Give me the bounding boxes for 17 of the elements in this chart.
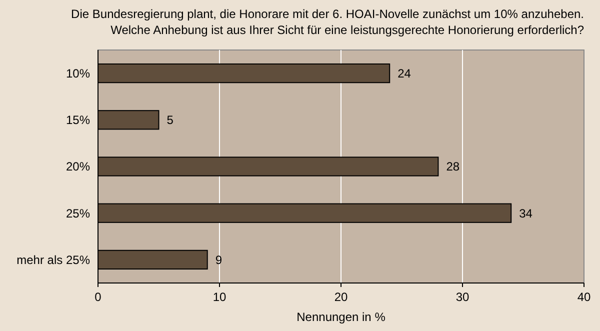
y-tick-label: 10% bbox=[66, 66, 90, 80]
x-axis-title: Nennungen in % bbox=[296, 310, 386, 324]
data-label: 9 bbox=[215, 252, 222, 267]
data-label: 24 bbox=[398, 66, 412, 80]
y-tick-label: 20% bbox=[66, 160, 90, 174]
data-label: 5 bbox=[166, 113, 174, 128]
y-tick-label: 15% bbox=[66, 113, 90, 128]
x-tick-label: 10 bbox=[212, 290, 226, 304]
x-tick-label: 40 bbox=[577, 290, 591, 304]
x-tick-label: 0 bbox=[94, 290, 102, 304]
x-tick-label: 30 bbox=[456, 290, 470, 304]
data-label: 28 bbox=[446, 160, 460, 174]
x-tick-label: 20 bbox=[334, 290, 348, 304]
y-tick-label: 25% bbox=[66, 206, 90, 220]
data-label: 34 bbox=[519, 206, 533, 220]
chart-title: Die Bundesregierung plant, die Honorare mit der 6. HOAI-Novelle zunächst um 10% anzuheben. Welche Anhebung ist aus Ihrer Sicht für eine leistungsgerechte Honorierung erforderlich? bbox=[71, 7, 584, 37]
y-tick-label: mehr als 25% bbox=[16, 252, 90, 267]
